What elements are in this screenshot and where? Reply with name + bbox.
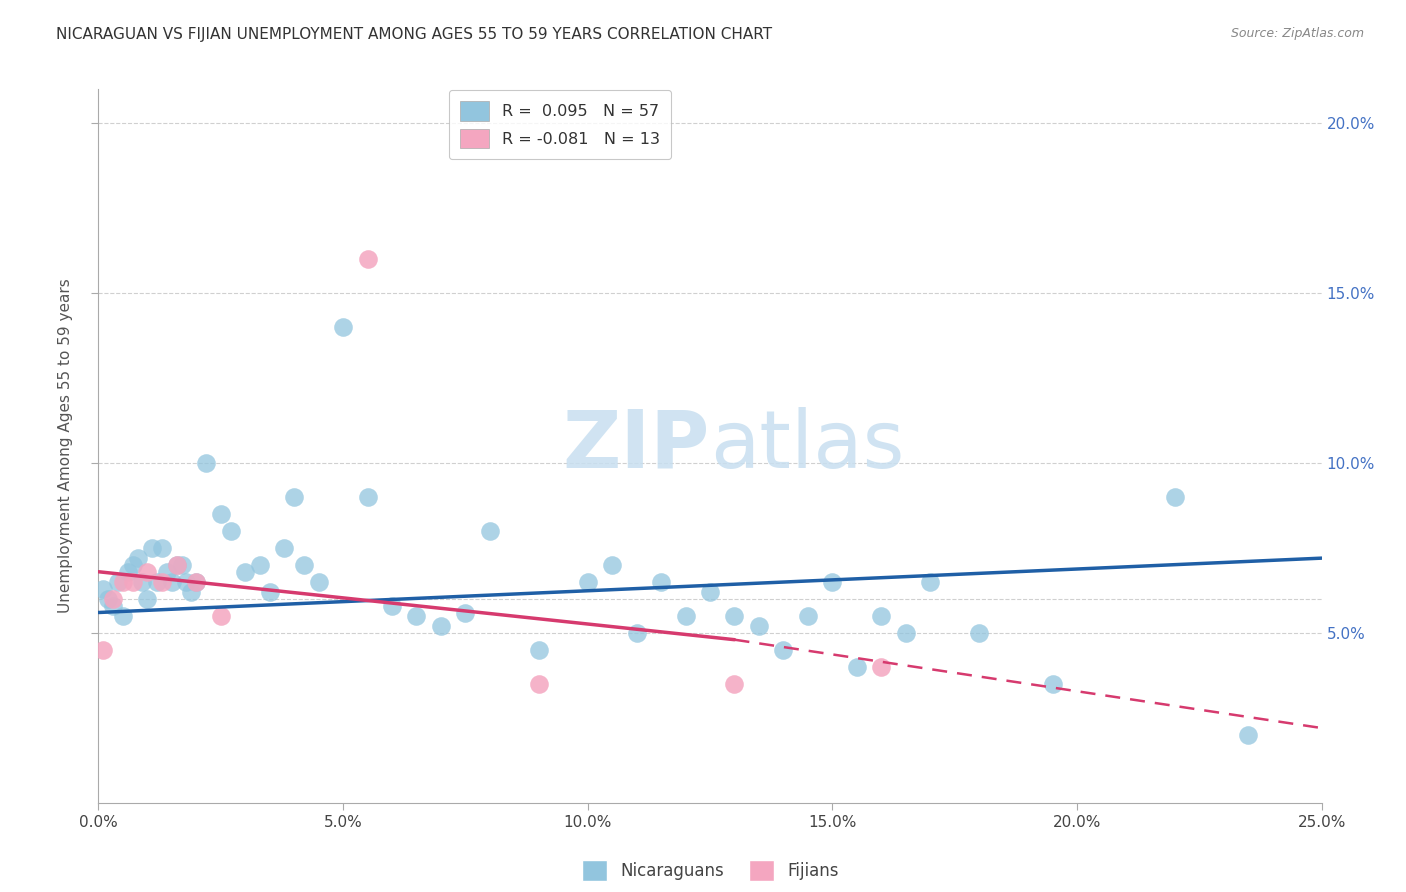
Point — [91, 643, 114, 657]
Point — [166, 558, 188, 572]
Point — [626, 626, 648, 640]
Point — [101, 591, 124, 606]
Point — [101, 599, 124, 613]
Point — [723, 677, 745, 691]
Point — [894, 626, 917, 640]
Point — [111, 608, 134, 623]
Point — [870, 608, 893, 623]
Point — [150, 574, 173, 589]
Text: atlas: atlas — [710, 407, 904, 485]
Point — [527, 643, 550, 657]
Point — [131, 574, 153, 589]
Point — [107, 574, 129, 589]
Point — [111, 574, 134, 589]
Point — [356, 490, 378, 504]
Point — [156, 565, 179, 579]
Point — [772, 643, 794, 657]
Point — [273, 541, 295, 555]
Point — [797, 608, 820, 623]
Point — [675, 608, 697, 623]
Point — [748, 619, 770, 633]
Point — [233, 565, 256, 579]
Point — [1042, 677, 1064, 691]
Point — [141, 541, 163, 555]
Point — [650, 574, 672, 589]
Point — [405, 608, 427, 623]
Point — [160, 574, 183, 589]
Point — [150, 541, 173, 555]
Text: ZIP: ZIP — [562, 407, 710, 485]
Text: NICARAGUAN VS FIJIAN UNEMPLOYMENT AMONG AGES 55 TO 59 YEARS CORRELATION CHART: NICARAGUAN VS FIJIAN UNEMPLOYMENT AMONG … — [56, 27, 772, 42]
Point — [117, 565, 139, 579]
Legend: Nicaraguans, Fijians: Nicaraguans, Fijians — [575, 854, 845, 888]
Y-axis label: Unemployment Among Ages 55 to 59 years: Unemployment Among Ages 55 to 59 years — [58, 278, 73, 614]
Point — [527, 677, 550, 691]
Point — [283, 490, 305, 504]
Point — [332, 320, 354, 334]
Point — [97, 591, 120, 606]
Point — [209, 507, 232, 521]
Point — [308, 574, 330, 589]
Point — [356, 252, 378, 266]
Point — [920, 574, 942, 589]
Point — [136, 591, 159, 606]
Point — [259, 585, 281, 599]
Point — [576, 574, 599, 589]
Point — [600, 558, 623, 572]
Point — [121, 558, 143, 572]
Point — [381, 599, 404, 613]
Point — [1164, 490, 1187, 504]
Point — [821, 574, 844, 589]
Point — [870, 660, 893, 674]
Point — [176, 574, 198, 589]
Point — [146, 574, 169, 589]
Point — [967, 626, 990, 640]
Point — [219, 524, 242, 538]
Point — [195, 456, 218, 470]
Text: Source: ZipAtlas.com: Source: ZipAtlas.com — [1230, 27, 1364, 40]
Point — [186, 574, 208, 589]
Point — [166, 558, 188, 572]
Point — [478, 524, 501, 538]
Point — [127, 551, 149, 566]
Point — [136, 565, 159, 579]
Point — [121, 574, 143, 589]
Point — [91, 582, 114, 596]
Point — [249, 558, 271, 572]
Point — [699, 585, 721, 599]
Point — [292, 558, 315, 572]
Point — [845, 660, 868, 674]
Point — [1237, 728, 1260, 742]
Point — [209, 608, 232, 623]
Point — [723, 608, 745, 623]
Point — [454, 606, 477, 620]
Point — [430, 619, 453, 633]
Point — [170, 558, 193, 572]
Point — [180, 585, 202, 599]
Point — [186, 574, 208, 589]
